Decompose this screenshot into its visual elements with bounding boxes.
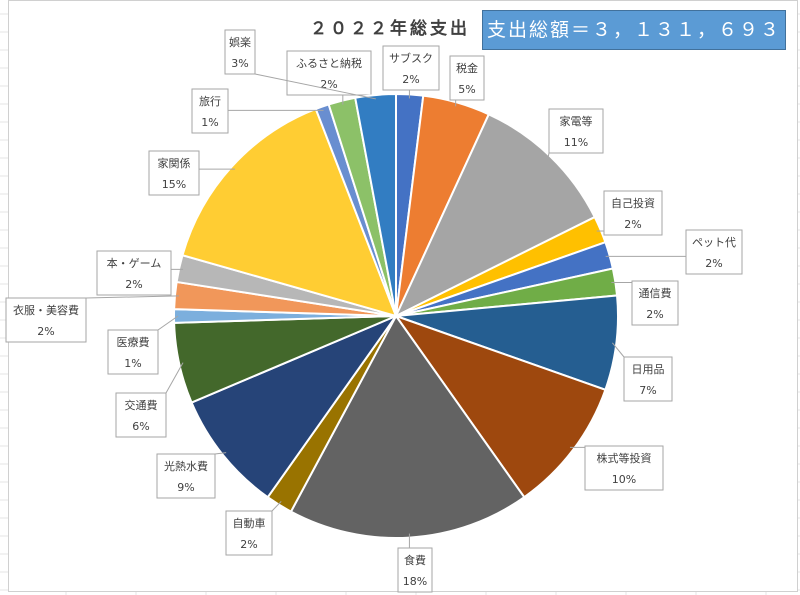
data-label-box[interactable] <box>584 445 664 491</box>
data-label-box[interactable] <box>397 547 433 593</box>
slice-percent-label: 6% <box>132 420 149 433</box>
slice-label: 光熱水費 <box>164 459 208 473</box>
data-label-box[interactable] <box>115 392 167 438</box>
slice-label: 家関係 <box>158 156 191 170</box>
leader-line <box>611 342 625 358</box>
slice-label: 医療費 <box>117 335 150 349</box>
leader-line <box>157 315 179 331</box>
slice-label: 自己投資 <box>611 196 655 210</box>
slice-label: 税金 <box>456 61 478 75</box>
slice-percent-label: 3% <box>231 57 248 70</box>
slice-percent-label: 10% <box>612 473 636 486</box>
data-label-box[interactable] <box>685 229 743 275</box>
data-label-box[interactable] <box>225 510 273 556</box>
pie-slice[interactable] <box>181 107 398 318</box>
pie-slice[interactable] <box>354 92 397 317</box>
slice-label: 旅行 <box>199 94 221 108</box>
data-label-box[interactable] <box>224 29 256 75</box>
slice-percent-label: 7% <box>639 384 656 397</box>
leader-line <box>165 362 184 394</box>
data-label-box[interactable] <box>148 150 200 196</box>
total-expense-box[interactable]: 支出総額＝３，１３１，６９３円 <box>482 10 786 79</box>
slice-percent-label: 2% <box>624 218 641 231</box>
slice-percent-label: 9% <box>177 481 194 494</box>
data-label-box[interactable] <box>449 55 485 101</box>
leader-line <box>85 295 179 299</box>
slice-label: ペット代 <box>692 236 736 249</box>
slice-percent-label: 2% <box>705 257 722 270</box>
data-label-box[interactable] <box>623 356 673 402</box>
leader-line <box>271 501 282 512</box>
slice-label: 日用品 <box>632 363 665 376</box>
data-label-box[interactable] <box>96 250 172 296</box>
slice-percent-label: 18% <box>403 575 427 588</box>
slice-percent-label: 2% <box>125 278 142 291</box>
data-label-box[interactable] <box>5 297 87 343</box>
slice-percent-label: 1% <box>201 116 218 129</box>
data-label-box[interactable] <box>548 108 604 154</box>
slice-label: 交通費 <box>125 398 158 412</box>
slice-label: ふるさと納税 <box>296 56 362 70</box>
pie-slice[interactable] <box>393 112 597 319</box>
slice-percent-label: 1% <box>124 357 141 370</box>
slice-label: 通信費 <box>639 286 672 300</box>
chart-title: ２０２２年総支出 <box>310 19 470 39</box>
data-label-box[interactable] <box>191 88 229 134</box>
data-label-box[interactable] <box>107 329 159 375</box>
slice-percent-label: 2% <box>37 325 54 338</box>
slice-percent-label: 15% <box>162 178 186 191</box>
slice-percent-label: 2% <box>646 308 663 321</box>
slice-label: サブスク <box>389 51 433 65</box>
slice-percent-label: 11% <box>564 136 588 149</box>
slice-label: 娯楽 <box>229 35 251 49</box>
slice-label: 本・ゲーム <box>107 256 162 270</box>
data-label-box[interactable] <box>631 280 679 326</box>
slice-percent-label: 2% <box>240 538 257 551</box>
data-label-box[interactable] <box>156 453 216 499</box>
leader-line <box>214 452 227 455</box>
slice-percent-label: 2% <box>320 78 337 91</box>
pie-slice[interactable] <box>190 313 399 499</box>
leader-line <box>547 152 550 160</box>
slice-label: 衣服・美容費 <box>13 303 79 317</box>
pie-slice[interactable] <box>393 314 607 499</box>
data-label-box[interactable] <box>603 190 663 236</box>
leader-line <box>254 73 376 100</box>
slice-percent-label: 5% <box>458 83 475 96</box>
slice-label: 株式等投資 <box>597 451 652 465</box>
slice-label: 自動車 <box>233 516 266 530</box>
data-label-box[interactable] <box>286 50 372 96</box>
data-label-box[interactable] <box>382 45 440 91</box>
slice-label: 家電等 <box>560 114 593 128</box>
slice-label: 食費 <box>404 553 426 567</box>
slice-percent-label: 2% <box>402 73 419 86</box>
